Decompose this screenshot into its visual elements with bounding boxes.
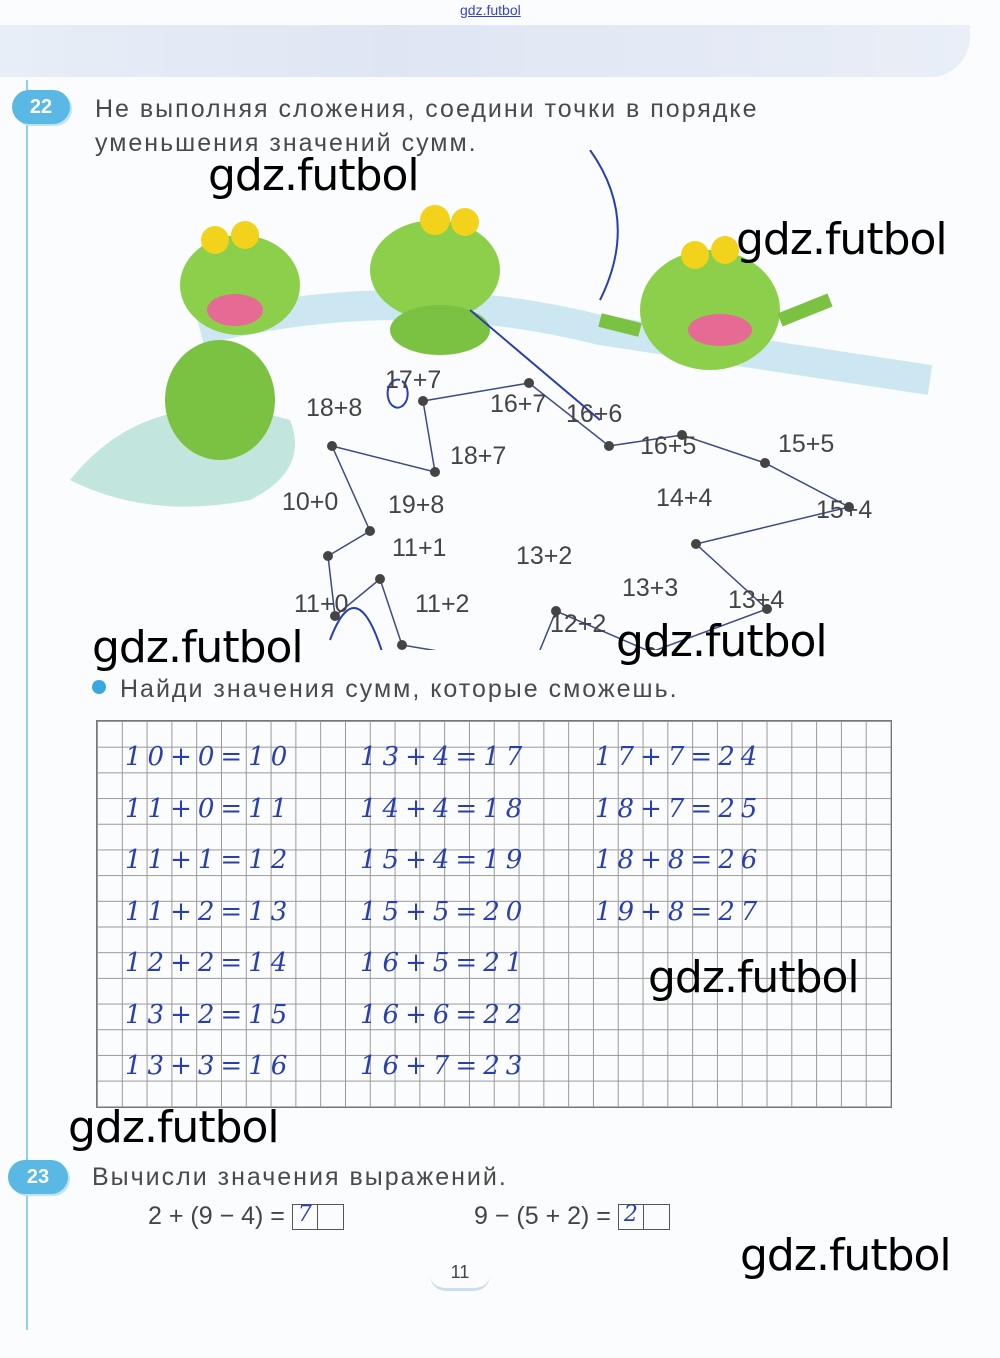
watermark: gdz.futbol	[208, 150, 420, 201]
watermark: gdz.futbol	[736, 214, 948, 265]
dot-label: 15+5	[778, 430, 835, 458]
dot-label: 13+4	[728, 586, 785, 614]
handwritten-answer: 13+3=16	[125, 1051, 294, 1081]
handwritten-answer: 11+1=12	[125, 845, 294, 875]
dot	[397, 640, 407, 650]
dot-label: 14+4	[656, 484, 713, 512]
dot	[691, 539, 701, 549]
frog-right	[598, 236, 833, 370]
handwritten-answer: 18+8=26	[595, 845, 764, 875]
answer-grid	[96, 720, 892, 1108]
handwritten-answer: 10+0=10	[125, 742, 294, 772]
dot	[418, 396, 428, 406]
subtask-text: Найди значения сумм, которые сможешь.	[120, 675, 679, 703]
task-text: Вычисли значения выражений.	[92, 1163, 508, 1191]
dot-label: 18+8	[306, 394, 363, 422]
handwritten-answer: 16+7=23	[360, 1051, 529, 1081]
dot-label: 17+7	[385, 366, 442, 394]
handwritten-answer: 16+6=22	[360, 999, 529, 1030]
handwritten-answer: 15+4=19	[360, 845, 529, 875]
handwritten-answer: 11+2=13	[125, 896, 294, 927]
expression-text: 9 − (5 + 2) =	[474, 1202, 611, 1230]
dot-label: 13+2	[516, 542, 573, 570]
dot	[323, 551, 333, 561]
dot-label: 11+1	[392, 534, 447, 562]
dot	[604, 441, 614, 451]
task-number-badge: 22	[12, 90, 70, 124]
answer-value: 2	[623, 1202, 638, 1228]
dot	[524, 378, 534, 388]
dot-label: 12+2	[550, 610, 607, 638]
header-banner	[0, 25, 970, 77]
dot	[646, 647, 656, 650]
dot-label: 10+0	[282, 488, 339, 516]
watermark: gdz.futbol	[92, 622, 304, 673]
answer-value: 7	[297, 1202, 312, 1228]
handwritten-answer: 18+7=25	[595, 793, 764, 824]
dot	[330, 611, 340, 621]
expression-1: 2 + (9 − 4) = 7	[148, 1202, 344, 1231]
dot	[430, 467, 440, 477]
expression-text: 2 + (9 − 4) =	[148, 1202, 285, 1230]
answer-box[interactable]: 7	[291, 1202, 344, 1231]
handwritten-answer: 16+5=21	[360, 948, 529, 978]
dot	[762, 604, 772, 614]
watermark: gdz.futbol	[648, 952, 860, 1003]
task-number-badge: 23	[8, 1160, 68, 1194]
dot-label: 16+7	[490, 390, 547, 418]
page-number: 11	[430, 1256, 490, 1291]
dot-label: 19+8	[388, 491, 445, 519]
dot	[844, 502, 854, 512]
handwritten-answer: 14+4=18	[360, 793, 529, 824]
watermark: gdz.futbol	[740, 1230, 952, 1281]
dot-label: 11+0	[294, 590, 349, 618]
task-text: Не выполняя сложения, соедини точки в по…	[95, 95, 759, 123]
dot-label: 16+5	[640, 432, 697, 460]
dot-label: 16+6	[566, 400, 623, 428]
bullet-icon	[92, 680, 106, 694]
handwritten-answer: 19+8=27	[595, 896, 764, 927]
frog-left	[165, 221, 300, 460]
dot	[551, 606, 561, 616]
handwritten-answer: 17+7=24	[595, 742, 764, 772]
handwritten-answer: 15+5=20	[360, 896, 529, 927]
dot-label: 15+4	[816, 496, 873, 524]
dot	[375, 574, 385, 584]
handwritten-answer: 12+2=14	[125, 948, 294, 978]
expression-2: 9 − (5 + 2) = 2	[474, 1202, 670, 1231]
dot	[677, 430, 687, 440]
dot	[760, 458, 770, 468]
watermark: gdz.futbol	[68, 1102, 280, 1153]
task-text: уменьшения значений сумм.	[95, 129, 478, 157]
dot-label: 11+2	[415, 590, 470, 618]
frogs-illustration	[70, 150, 933, 650]
margin-line	[26, 80, 28, 1330]
answer-box[interactable]: 2	[617, 1202, 670, 1231]
dot	[365, 526, 375, 536]
dot	[327, 441, 337, 451]
watermark: gdz.futbol	[616, 616, 828, 667]
handwritten-answer: 13+4=17	[360, 742, 529, 772]
handwritten-answer: 13+2=15	[125, 999, 294, 1030]
dot-label: 13+3	[622, 574, 679, 602]
handwritten-answer: 11+0=11	[125, 793, 294, 824]
dot-label: 18+7	[450, 442, 507, 470]
frog-middle	[370, 205, 500, 355]
watermark-link[interactable]: gdz.futbol	[460, 2, 521, 18]
